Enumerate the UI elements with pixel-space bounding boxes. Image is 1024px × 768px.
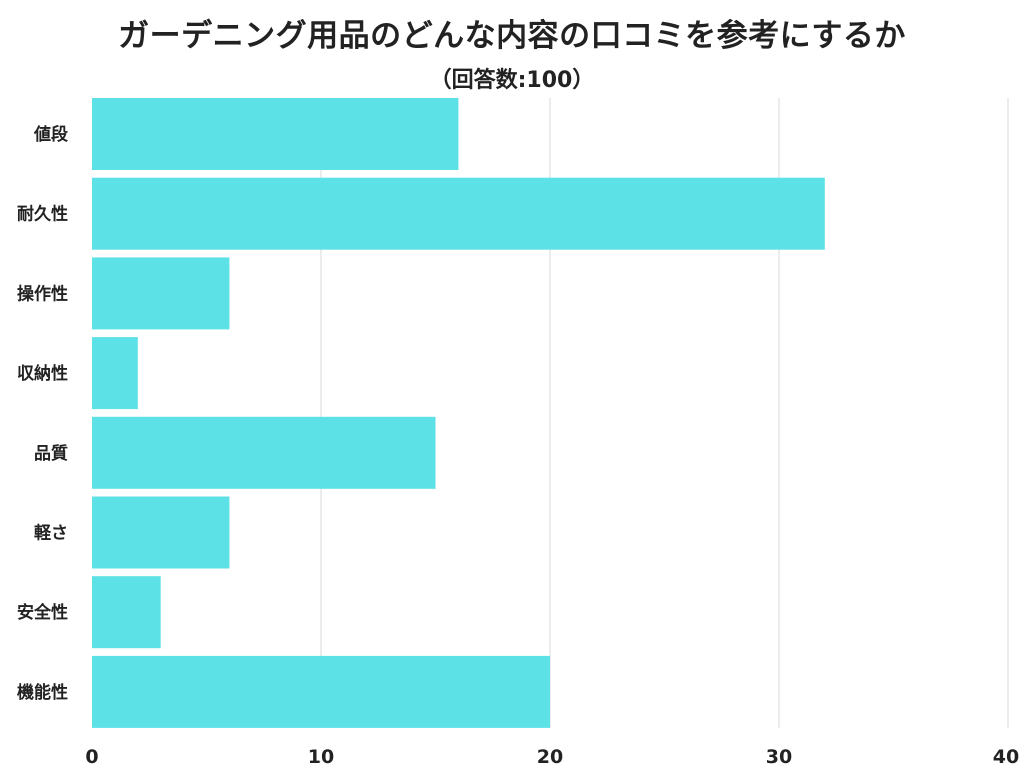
bars <box>92 98 825 728</box>
category-label: 操作性 <box>17 283 68 304</box>
bar-2 <box>92 177 825 250</box>
category-label: 機能性 <box>17 682 68 703</box>
category-label: 耐久性 <box>17 204 68 225</box>
category-label: 軽さ <box>34 523 68 544</box>
chart-title: ガーデニング用品のどんな内容の口コミを参考にするか <box>118 18 906 54</box>
bar-3 <box>92 257 230 330</box>
x-tick-label: 30 <box>766 746 792 768</box>
bar-5 <box>92 416 436 489</box>
category-label: 品質 <box>34 443 68 464</box>
x-tick-labels: 0 10 20 30 40 <box>85 746 1019 768</box>
bar-8 <box>92 655 550 728</box>
category-label: 収納性 <box>17 363 68 384</box>
chart-subtitle: （回答数:100） <box>429 68 595 93</box>
bar-1 <box>92 98 459 170</box>
category-label: 安全性 <box>17 602 68 623</box>
x-tick-label: 20 <box>537 746 563 768</box>
bar-4 <box>92 337 138 410</box>
bar-7 <box>92 576 161 649</box>
x-tick-label: 40 <box>993 746 1019 768</box>
x-tick-label: 0 <box>85 746 98 768</box>
x-tick-label: 10 <box>308 746 334 768</box>
bar-6 <box>92 496 230 569</box>
category-label: 値段 <box>33 124 68 145</box>
